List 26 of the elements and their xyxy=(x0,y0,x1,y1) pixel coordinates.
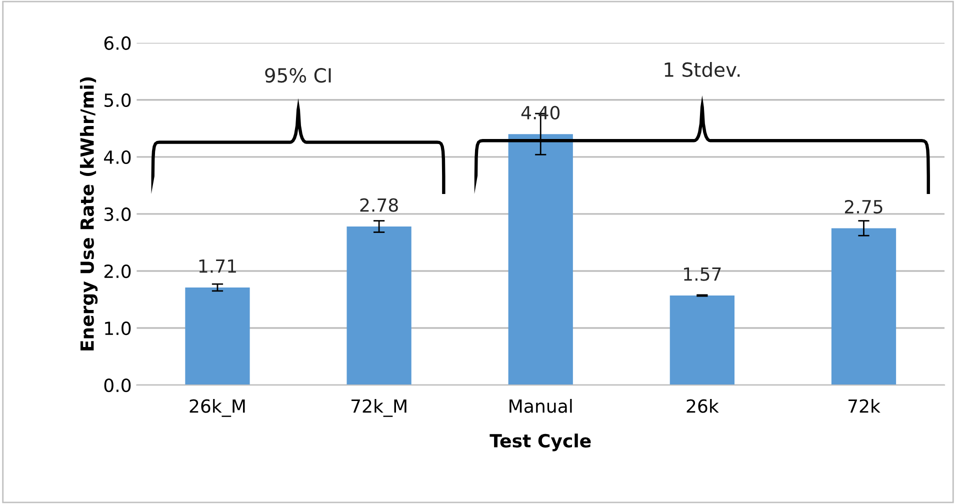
x-tick-label: Manual xyxy=(510,398,572,413)
bar xyxy=(185,288,250,386)
bar xyxy=(831,228,896,386)
y-tick-label: 3.0 xyxy=(104,207,131,222)
annotation: 95% CI xyxy=(265,68,331,83)
y-tick-label: 6.0 xyxy=(104,36,131,50)
data-label: 1.71 xyxy=(199,259,236,273)
y-tick-label: 0.0 xyxy=(104,378,131,392)
data-label: 2.75 xyxy=(844,200,882,214)
x-tick-label: 72k_M xyxy=(352,398,406,417)
bar xyxy=(670,296,734,386)
y-tick-label: 2.0 xyxy=(104,264,131,278)
y-tick-label: 4.0 xyxy=(104,150,131,164)
data-label: 2.78 xyxy=(360,198,398,212)
annotation: 1 Stdev. xyxy=(664,62,740,77)
x-tick-label: 26k_M xyxy=(190,398,245,417)
y-tick-label: 1.0 xyxy=(105,321,131,336)
bar xyxy=(346,226,412,386)
bar xyxy=(508,134,573,386)
data-label: 4.40 xyxy=(521,106,560,120)
x-axis-title: Test Cycle xyxy=(490,434,591,452)
y-tick-label: 5.0 xyxy=(104,93,131,107)
data-label: 1.57 xyxy=(684,267,721,281)
y-axis-title: Energy Use Rate (kWhr/mi) xyxy=(80,77,98,350)
x-tick-label: 26k xyxy=(686,398,719,413)
x-tick-label: 72k xyxy=(848,398,880,413)
